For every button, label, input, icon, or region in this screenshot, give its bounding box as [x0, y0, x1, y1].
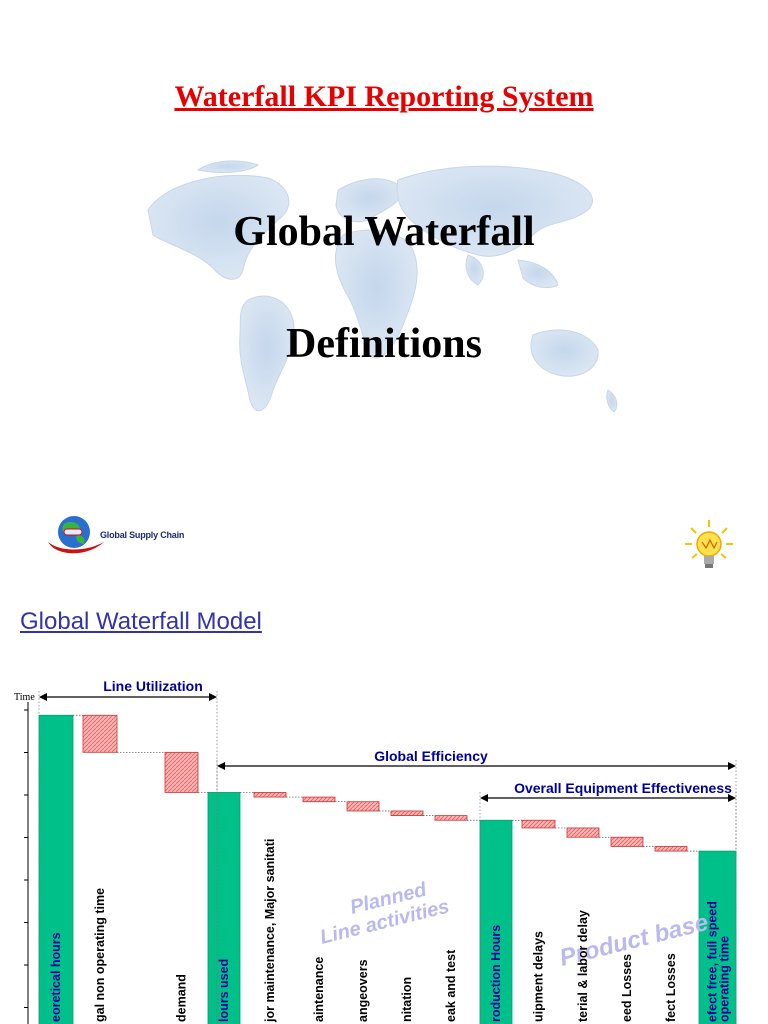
- bracket-label: Global Efficiency: [374, 748, 488, 764]
- category-label: uipment delays: [532, 931, 546, 1022]
- bracket-label: Overall Equipment Effectiveness: [514, 780, 732, 796]
- category-label: nitation: [400, 977, 414, 1022]
- loss-bar: [610, 836, 644, 847]
- loss-bar: [253, 792, 287, 798]
- bracket-arrow-left: [480, 794, 488, 802]
- category-label: demand: [175, 974, 189, 1022]
- loss-bar: [82, 714, 118, 753]
- total-bar: [479, 819, 513, 1024]
- bracket-arrow-left: [39, 693, 47, 701]
- bracket-label: Line Utilization: [103, 678, 203, 694]
- title-slide: Waterfall KPI Reporting System Global Wa…: [48, 80, 733, 568]
- lightbulb-icon: [685, 520, 733, 568]
- bracket-arrow-right: [728, 794, 736, 802]
- globe-swoosh-logo: [48, 516, 104, 554]
- category-label: jor maintenance, Major sanitati: [263, 839, 277, 1023]
- heading-global-waterfall: Global Waterfall: [233, 209, 535, 255]
- total-bar: [38, 714, 74, 1024]
- category-label: angeovers: [356, 959, 370, 1022]
- total-bar: [207, 792, 241, 1024]
- y-axis-label: Time: [14, 692, 35, 703]
- slide-title: Waterfall KPI Reporting System: [174, 80, 594, 113]
- category-label: lours used: [217, 959, 231, 1022]
- loss-bar: [346, 801, 380, 812]
- model-title: Global Waterfall Model: [20, 608, 262, 635]
- category-label: eak and test: [444, 949, 458, 1022]
- bracket-arrow-left: [217, 762, 225, 770]
- loss-bar: [521, 819, 556, 829]
- loss-bar: [164, 751, 199, 793]
- bracket-arrow-right: [728, 762, 736, 770]
- loss-bar: [566, 827, 600, 838]
- category-label: aintenance: [312, 957, 326, 1022]
- category-label: efect free, full speed: [706, 901, 720, 1022]
- world-map-image: [147, 160, 618, 413]
- category-label: terial & labor delay: [576, 910, 590, 1022]
- category-label: operating time: [718, 936, 732, 1022]
- loss-bar: [390, 810, 424, 817]
- category-label: eed Losses: [620, 954, 634, 1022]
- category-label: roduction Hours: [489, 925, 503, 1022]
- bracket-arrow-right: [209, 693, 217, 701]
- category-label: gal non operating time: [93, 888, 107, 1022]
- loss-bar: [654, 846, 688, 852]
- category-label: eoretical hours: [49, 932, 63, 1022]
- heading-definitions: Definitions: [285, 321, 482, 367]
- loss-bar: [302, 796, 336, 803]
- logo-text: Global Supply Chain: [100, 530, 185, 540]
- category-label: fect Losses: [664, 953, 678, 1022]
- total-bar: [698, 850, 737, 1024]
- loss-bar: [434, 815, 468, 821]
